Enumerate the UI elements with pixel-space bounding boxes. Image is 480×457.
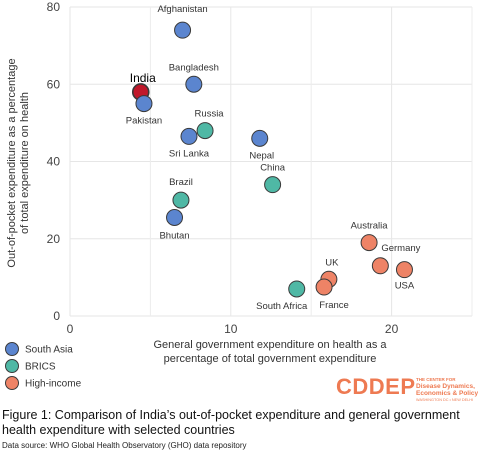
legend-label-brics: BRICS — [25, 362, 56, 373]
cddep-logo: CDDEP THE CENTER FOR Disease Dynamics, E… — [336, 374, 479, 402]
scatter-points — [131, 21, 413, 298]
legend-label-south-asia: South Asia — [25, 345, 73, 356]
point-germany — [371, 257, 389, 275]
label-south-africa: South Africa — [256, 301, 308, 312]
label-sri-lanka: Sri Lanka — [169, 148, 210, 159]
label-france: France — [319, 300, 349, 311]
point-labels: Afghanistan Bangladesh India Pakistan Sri La… — [126, 4, 421, 312]
label-australia: Australia — [351, 221, 389, 232]
point-france — [315, 278, 333, 296]
x-axis-label-line-2: percentage of total government expenditu… — [164, 353, 377, 365]
label-india: India — [130, 71, 156, 85]
legend-marker-south-asia — [5, 342, 19, 356]
point-sri-lanka — [180, 127, 198, 145]
x-tick-label: 0 — [67, 322, 74, 336]
label-bangladesh: Bangladesh — [169, 62, 219, 73]
logo-tagline-3: Economics & Policy — [416, 390, 479, 397]
logo-locations: WASHINGTON DC • NEW DELHI — [416, 398, 473, 402]
label-nepal: Nepal — [249, 150, 274, 161]
y-tick-label: 60 — [47, 77, 61, 91]
label-russia: Russia — [195, 109, 225, 120]
x-axis-label: General government expenditure on health… — [154, 339, 388, 365]
figure-caption: Figure 1: Comparison of India’s out-of-p… — [2, 408, 460, 437]
label-germany: Germany — [381, 243, 420, 254]
point-australia — [360, 234, 378, 252]
x-axis-label-line-1: General government expenditure on health… — [154, 339, 388, 351]
label-china: China — [260, 163, 286, 174]
logo-name: CDDEP — [336, 374, 416, 399]
point-brazil — [172, 191, 190, 209]
axes: 0 20 40 60 80 0 10 20 — [47, 0, 399, 336]
point-russia — [196, 122, 214, 140]
point-nepal — [251, 129, 269, 147]
legend: South Asia BRICS High-income — [5, 342, 82, 390]
label-bhutan: Bhutan — [159, 231, 189, 242]
chart: 0 20 40 60 80 0 10 20 Afghanistan Bangladesh Indi… — [5, 0, 479, 402]
x-tick-label: 10 — [224, 322, 238, 336]
point-usa — [395, 261, 413, 279]
label-afghanistan: Afghanistan — [157, 4, 207, 15]
logo-tagline-2: Disease Dynamics, — [416, 383, 475, 390]
y-axis-label-line-2: of total expenditure on health — [19, 92, 31, 234]
point-pakistan — [135, 95, 153, 113]
y-tick-label: 40 — [47, 155, 61, 169]
point-south-africa — [288, 280, 306, 298]
label-pakistan: Pakistan — [126, 116, 162, 127]
y-tick-label: 20 — [47, 232, 61, 246]
point-bangladesh — [185, 75, 203, 93]
legend-marker-high-income — [5, 376, 19, 390]
point-china — [264, 176, 282, 194]
y-axis-label-line-1: Out-of-pocket expenditure as a percentag… — [6, 58, 18, 267]
label-uk: UK — [325, 257, 339, 268]
y-tick-label: 0 — [53, 309, 60, 323]
y-axis-label: Out-of-pocket expenditure as a percentag… — [6, 58, 31, 267]
legend-marker-brics — [5, 359, 19, 373]
label-usa: USA — [395, 281, 415, 292]
point-afghanistan — [174, 21, 192, 39]
data-source: Data source: WHO Global Health Observato… — [2, 441, 247, 450]
label-brazil: Brazil — [169, 177, 193, 188]
logo-tagline-1: THE CENTER FOR — [416, 377, 456, 382]
y-tick-label: 80 — [47, 0, 61, 14]
point-bhutan — [166, 209, 184, 227]
legend-label-high-income: High-income — [25, 379, 82, 390]
x-tick-label: 20 — [385, 322, 399, 336]
